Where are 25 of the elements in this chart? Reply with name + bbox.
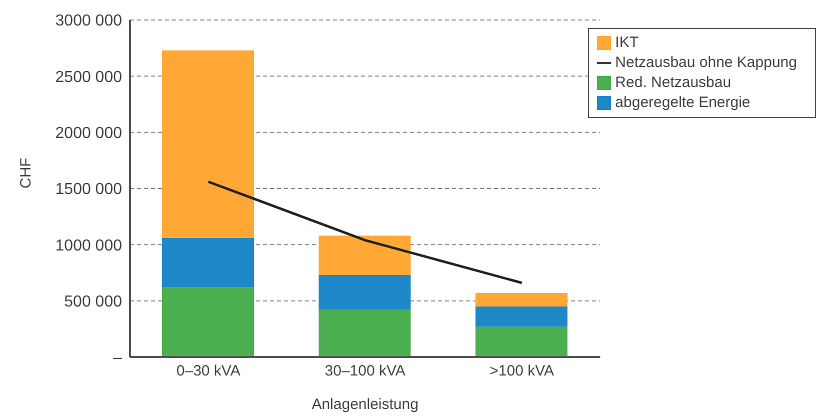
- x-axis-title: Anlagenleistung: [312, 396, 418, 413]
- bar: [162, 287, 254, 357]
- x-tick-label: >100 kVA: [490, 362, 554, 380]
- bar: [475, 306, 568, 327]
- bar: [318, 236, 411, 275]
- y-tick-label: –: [113, 350, 122, 367]
- y-tick-label: 2000 000: [55, 125, 122, 142]
- bar: [318, 310, 411, 357]
- y-tick-label: 500 000: [64, 294, 122, 311]
- x-tick-label: 30–100 kVA: [324, 362, 406, 380]
- y-tick-label: 2500 000: [55, 68, 122, 86]
- y-tick-label: 1000 000: [55, 237, 122, 254]
- bar: [162, 238, 254, 288]
- legend-label: Netzausbau ohne Kappung: [615, 54, 797, 71]
- y-axis-title: CHF: [17, 158, 34, 188]
- bar: [475, 292, 568, 306]
- legend-label: IKT: [615, 34, 639, 51]
- legend-label: Red. Netzausbau: [615, 74, 732, 91]
- bar: [162, 50, 254, 238]
- x-tick-label: 0–30 kVA: [176, 362, 240, 380]
- legend-label: abgeregelte Energie: [615, 94, 750, 111]
- bar: [318, 274, 411, 310]
- y-tick-label: 3000 000: [55, 12, 122, 30]
- bar: [475, 326, 568, 357]
- y-tick-label: 1500 000: [55, 181, 122, 198]
